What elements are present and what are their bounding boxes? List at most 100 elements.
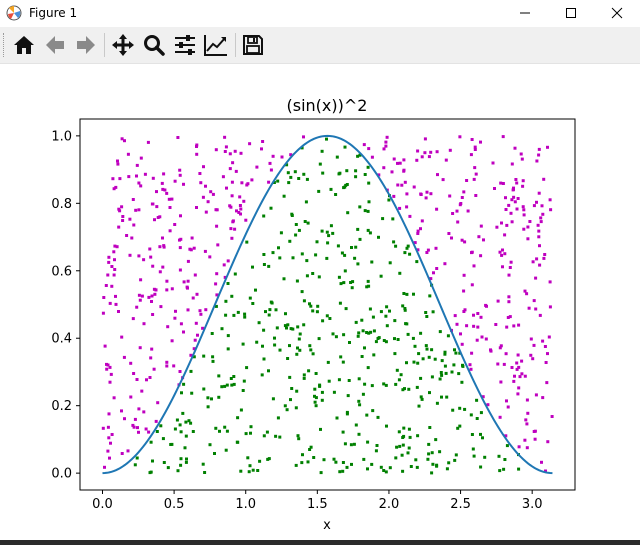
scatter-point-above xyxy=(455,209,459,213)
scatter-point-below xyxy=(220,385,224,389)
scatter-point-above xyxy=(160,181,164,185)
save-button[interactable] xyxy=(239,32,267,58)
scatter-point-below xyxy=(458,351,462,355)
window-title: Figure 1 xyxy=(29,6,78,20)
scatter-point-below xyxy=(370,462,374,466)
scatter-point-above xyxy=(112,396,116,400)
scatter-point-below xyxy=(274,308,278,312)
scatter-point-above xyxy=(402,158,406,162)
scatter-point-below xyxy=(311,309,315,313)
scatter-point-below xyxy=(357,331,361,335)
figure-canvas[interactable]: (sin(x))^2 0.0 0.5 1.0 1.5 2.0 2.5 3.0 0.0 0.2 0… xyxy=(0,64,640,540)
scatter-point-above xyxy=(268,161,272,165)
scatter-point-below xyxy=(190,391,194,395)
scatter-point-below xyxy=(349,281,353,284)
toolbar-grip[interactable] xyxy=(3,33,6,57)
scatter-point-below xyxy=(394,244,398,248)
configure-subplots-button[interactable] xyxy=(171,32,199,58)
scatter-point-below xyxy=(230,294,234,298)
scatter-point-below xyxy=(412,360,416,364)
scatter-point-above xyxy=(510,366,514,369)
scatter-point-above xyxy=(534,276,538,280)
scatter-point-below xyxy=(245,366,249,370)
scatter-point-above xyxy=(110,433,114,436)
scatter-plot[interactable]: (sin(x))^2 0.0 0.5 1.0 1.5 2.0 2.5 3.0 0.00.20… xyxy=(0,64,640,540)
scatter-point-below xyxy=(178,423,182,427)
scatter-point-below xyxy=(308,302,311,306)
home-button[interactable] xyxy=(10,32,38,58)
scatter-point-below xyxy=(497,454,501,458)
zoom-button[interactable] xyxy=(140,32,168,58)
scatter-point-above xyxy=(269,168,273,172)
scatter-point-above xyxy=(125,234,129,237)
maximize-icon xyxy=(566,8,576,18)
scatter-point-above xyxy=(521,205,525,209)
edit-axis-button[interactable] xyxy=(202,32,230,58)
scatter-point-above xyxy=(166,325,170,329)
scatter-point-below xyxy=(379,310,383,314)
scatter-point-below xyxy=(461,364,465,368)
scatter-point-above xyxy=(120,335,124,339)
scatter-point-above xyxy=(470,250,474,254)
scatter-point-above xyxy=(540,204,544,208)
scatter-point-below xyxy=(435,463,439,467)
scatter-point-below xyxy=(327,234,331,238)
scatter-point-below xyxy=(226,347,230,351)
scatter-point-below xyxy=(256,469,260,472)
scatter-point-below xyxy=(345,183,349,186)
scatter-point-below xyxy=(267,313,271,317)
scatter-point-above xyxy=(546,440,550,444)
scatter-point-below xyxy=(350,246,353,249)
scatter-point-below xyxy=(249,425,253,429)
pan-button[interactable] xyxy=(109,32,137,58)
scatter-point-below xyxy=(217,395,221,399)
scatter-point-below xyxy=(297,337,301,341)
scatter-point-below xyxy=(321,171,325,175)
scatter-point-below xyxy=(203,471,207,474)
scatter-point-below xyxy=(458,406,462,410)
scatter-point-above xyxy=(523,438,527,442)
back-button[interactable] xyxy=(41,32,69,58)
scatter-point-below xyxy=(305,274,309,278)
scatter-point-above xyxy=(473,145,477,149)
scatter-point-below xyxy=(284,312,287,316)
scatter-point-above xyxy=(537,153,541,157)
scatter-point-above xyxy=(107,436,111,440)
scatter-point-below xyxy=(302,376,306,380)
scatter-point-above xyxy=(504,434,508,438)
scatter-point-below xyxy=(404,322,408,326)
scatter-point-above xyxy=(120,205,124,209)
scatter-point-above xyxy=(128,253,132,257)
scatter-point-above xyxy=(547,335,551,339)
scatter-point-below xyxy=(269,206,273,210)
scatter-point-below xyxy=(469,413,473,417)
scatter-point-below xyxy=(341,461,345,464)
scatter-point-below xyxy=(226,282,230,285)
scatter-point-above xyxy=(529,353,533,357)
scatter-point-above xyxy=(550,415,554,418)
scatter-point-above xyxy=(548,305,552,309)
scatter-point-above xyxy=(542,256,546,260)
scatter-point-below xyxy=(329,224,333,228)
scatter-point-below xyxy=(245,240,249,244)
scatter-point-below xyxy=(322,458,326,462)
scatter-point-below xyxy=(334,335,338,339)
window-bottom-edge xyxy=(0,540,640,545)
scatter-point-below xyxy=(479,432,482,436)
close-button[interactable] xyxy=(594,0,640,26)
scatter-point-above xyxy=(480,335,484,339)
maximize-button[interactable] xyxy=(548,0,594,26)
scatter-point-below xyxy=(394,382,398,386)
scatter-point-below xyxy=(403,307,407,310)
minimize-button[interactable] xyxy=(502,0,548,26)
scatter-point-above xyxy=(546,145,549,149)
scatter-point-below xyxy=(211,359,215,363)
scatter-point-above xyxy=(524,418,528,422)
scatter-point-above xyxy=(215,293,219,297)
scatter-point-above xyxy=(240,181,244,185)
scatter-point-above xyxy=(106,425,110,429)
scatter-point-below xyxy=(242,379,246,383)
forward-button[interactable] xyxy=(72,32,100,58)
scatter-point-above xyxy=(501,182,505,185)
scatter-point-below xyxy=(179,463,183,467)
